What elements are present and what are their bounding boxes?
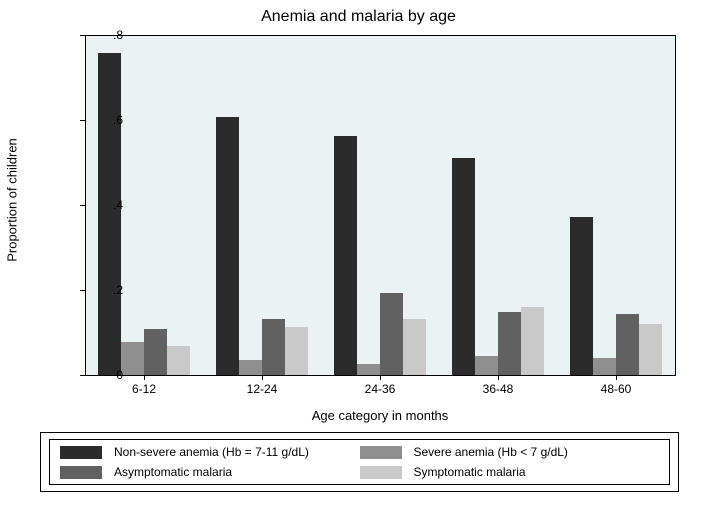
- plot-area: [85, 35, 676, 376]
- x-tick-label: 12-24: [247, 382, 278, 396]
- y-tick-mark: [80, 205, 85, 206]
- legend-inner: Non-severe anemia (Hb = 7-11 g/dL) Severe…: [49, 439, 670, 485]
- bar: [498, 312, 521, 376]
- bar: [239, 360, 262, 376]
- legend-swatch: [360, 466, 402, 479]
- y-tick-label: .6: [113, 113, 123, 127]
- legend-item: Severe anemia (Hb < 7 g/dL): [360, 445, 660, 459]
- x-tick-label: 6-12: [132, 382, 156, 396]
- x-tick-mark: [616, 375, 617, 380]
- y-axis-label: Proportion of children: [5, 138, 20, 262]
- legend: Non-severe anemia (Hb = 7-11 g/dL) Severe…: [40, 432, 679, 492]
- chart-title: Anemia and malaria by age: [0, 8, 717, 26]
- y-tick-mark: [80, 290, 85, 291]
- legend-label: Asymptomatic malaria: [114, 465, 232, 479]
- x-tick-label: 36-48: [483, 382, 514, 396]
- legend-swatch: [60, 466, 102, 479]
- bar: [144, 329, 167, 376]
- legend-swatch: [360, 446, 402, 459]
- x-tick-mark: [262, 375, 263, 380]
- legend-item: Symptomatic malaria: [360, 465, 660, 479]
- bar: [334, 136, 357, 376]
- bar: [216, 117, 239, 376]
- y-tick-label: .4: [113, 198, 123, 212]
- y-tick-mark: [80, 375, 85, 376]
- y-tick-mark: [80, 120, 85, 121]
- x-tick-label: 24-36: [365, 382, 396, 396]
- y-axis-line: [85, 35, 86, 375]
- legend-label: Severe anemia (Hb < 7 g/dL): [414, 445, 568, 459]
- y-tick-mark: [80, 35, 85, 36]
- legend-label: Symptomatic malaria: [414, 465, 526, 479]
- legend-swatch: [60, 446, 102, 459]
- bar: [521, 307, 544, 376]
- bar: [380, 293, 403, 376]
- bar: [167, 346, 190, 376]
- x-tick-mark: [498, 375, 499, 380]
- bar: [403, 319, 426, 376]
- bar: [570, 217, 593, 376]
- x-tick-mark: [144, 375, 145, 380]
- chart-container: Anemia and malaria by age Proportion of …: [0, 0, 717, 507]
- y-tick-label: 0: [116, 368, 123, 382]
- legend-item: Asymptomatic malaria: [60, 465, 360, 479]
- bar: [262, 319, 285, 376]
- y-tick-label: .2: [113, 283, 123, 297]
- legend-item: Non-severe anemia (Hb = 7-11 g/dL): [60, 445, 360, 459]
- bar: [616, 314, 639, 376]
- bar: [475, 356, 498, 376]
- bar: [121, 342, 144, 376]
- bar: [98, 53, 121, 376]
- y-tick-label: .8: [113, 28, 123, 42]
- bar: [285, 327, 308, 376]
- bar: [452, 158, 475, 376]
- x-tick-mark: [380, 375, 381, 380]
- bar: [593, 358, 616, 376]
- bar: [639, 324, 662, 376]
- legend-label: Non-severe anemia (Hb = 7-11 g/dL): [114, 445, 309, 459]
- x-axis-label: Age category in months: [85, 408, 675, 423]
- x-tick-label: 48-60: [601, 382, 632, 396]
